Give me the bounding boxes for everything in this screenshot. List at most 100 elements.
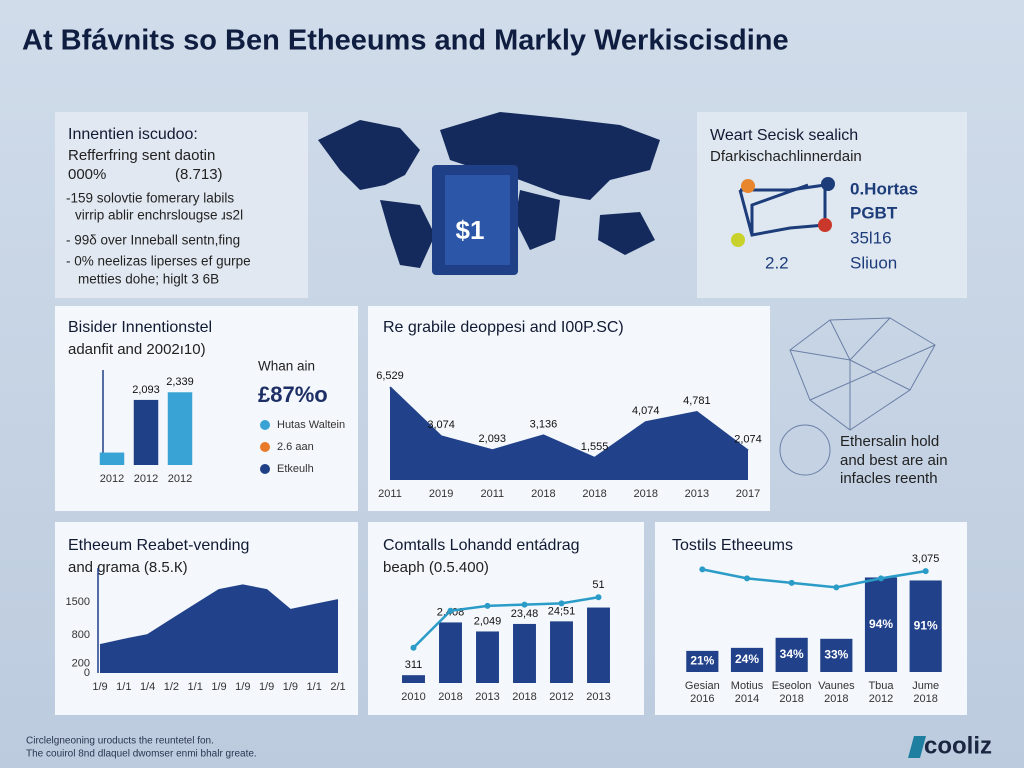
footer-line: Circlelgneoning uroducts the reuntetel f… bbox=[26, 736, 214, 747]
legend-label: Etkeulh bbox=[277, 463, 314, 475]
bar bbox=[513, 623, 536, 683]
x-tick-label: 1/4 bbox=[140, 681, 155, 693]
bar bbox=[476, 631, 499, 683]
value-label: 4,074 bbox=[632, 405, 660, 417]
x-tick-label: 2/1 bbox=[330, 681, 345, 693]
x-tick-label: 2010 bbox=[401, 691, 425, 703]
x-tick-label: 2013 bbox=[586, 691, 610, 703]
x-tick-label: 2018 bbox=[531, 488, 555, 500]
x-tick-label: Tbua bbox=[868, 680, 894, 692]
x-tick-label: 1/1 bbox=[116, 681, 131, 693]
line-point bbox=[788, 579, 795, 586]
x-tick-label: 2012 bbox=[168, 473, 192, 485]
x-tick-sublabel: 2018 bbox=[913, 693, 937, 705]
value-label: 311 bbox=[405, 659, 423, 671]
stat: 35l16 bbox=[850, 228, 892, 247]
value-label: 24;51 bbox=[548, 605, 576, 617]
value-label: 33% bbox=[824, 648, 848, 662]
value-label: 3,136 bbox=[530, 418, 558, 430]
intro-panel bbox=[55, 112, 308, 298]
value-label: 3,074 bbox=[427, 419, 455, 431]
bar bbox=[99, 452, 125, 465]
map-badge: $1 bbox=[456, 215, 485, 245]
panel-subheading: Dfarkischachlinnerdain bbox=[710, 148, 862, 165]
x-tick-label: 2019 bbox=[429, 488, 453, 500]
bar bbox=[730, 647, 764, 672]
chart-title: Etheeum Reabet-vending bbox=[68, 537, 249, 554]
value-label: 91% bbox=[914, 618, 938, 632]
legend-label: Hutas Waltein bbox=[277, 419, 345, 431]
area-fill bbox=[390, 387, 748, 480]
bar bbox=[133, 399, 159, 465]
footer-line: The couirol 8nd dlaquel dwomser enmi bha… bbox=[26, 749, 257, 760]
x-tick-label: 1/9 bbox=[235, 681, 250, 693]
logo-icon bbox=[908, 736, 926, 758]
highlight: £87%o bbox=[258, 382, 328, 407]
x-tick-label: 2013 bbox=[685, 488, 709, 500]
x-tick-label: 1/1 bbox=[188, 681, 203, 693]
value-label: 2,339 bbox=[166, 376, 194, 388]
x-tick-label: 2013 bbox=[475, 691, 499, 703]
stat: PGBT bbox=[850, 203, 898, 222]
bullet: metties dohe; higlt 3 6B bbox=[78, 272, 219, 287]
bullet: virrip ablir enchrslougse ɹs2l bbox=[75, 208, 243, 223]
bullet: - 0% neelizas liperses ef gurpe bbox=[66, 254, 251, 269]
y-tick-label: 0 bbox=[84, 667, 90, 679]
node bbox=[741, 179, 755, 193]
x-tick-sublabel: 2016 bbox=[690, 693, 714, 705]
chart-title: Comtalls Lohandd entádrag bbox=[383, 537, 580, 554]
chart-panel bbox=[368, 306, 770, 511]
x-tick-label: Motius bbox=[731, 680, 764, 692]
bullet: - 99δ over Inneball sentn,fing bbox=[66, 233, 240, 248]
value-label: 94% bbox=[869, 617, 893, 631]
stat: Sliuon bbox=[850, 253, 897, 272]
line-point bbox=[447, 607, 454, 614]
x-tick-label: 2018 bbox=[512, 691, 536, 703]
area-fill bbox=[100, 585, 338, 673]
legend-swatch bbox=[260, 420, 270, 430]
x-tick-label: 2017 bbox=[736, 488, 760, 500]
panel-subheading: Refferfring sent daotin bbox=[68, 147, 215, 164]
line-point bbox=[833, 584, 840, 591]
chart-subtitle: adanfit and 2002ı10) bbox=[68, 341, 206, 358]
note-line: and best are ain bbox=[840, 452, 948, 469]
x-tick-label: Jume bbox=[912, 680, 939, 692]
x-tick-label: 2011 bbox=[480, 488, 504, 500]
x-tick-label: 2018 bbox=[582, 488, 606, 500]
line-point bbox=[558, 600, 565, 607]
chart-title: Tostils Etheeums bbox=[672, 537, 793, 554]
panel-heading: Weart Secisk sealich bbox=[710, 127, 858, 144]
x-tick-label: 2012 bbox=[134, 473, 158, 485]
x-tick-sublabel: 2012 bbox=[869, 693, 893, 705]
y-tick-label: 800 bbox=[72, 629, 90, 641]
y-tick-label: 1500 bbox=[66, 596, 90, 608]
bar bbox=[686, 650, 719, 672]
x-tick-label: 1/9 bbox=[259, 681, 274, 693]
chart-panel bbox=[55, 306, 358, 511]
chart-title: Bisider Innentionstel bbox=[68, 319, 212, 336]
line-point bbox=[410, 644, 417, 651]
line bbox=[412, 596, 599, 649]
note-line: infacles reenth bbox=[840, 470, 938, 487]
node bbox=[818, 218, 832, 232]
x-tick-label: Vaunes bbox=[818, 680, 855, 692]
stat: 000% bbox=[68, 166, 106, 183]
bar bbox=[587, 607, 610, 683]
note-line: Ethersalin hold bbox=[840, 433, 939, 450]
bar bbox=[820, 638, 853, 672]
line-point bbox=[595, 594, 602, 601]
chart-subtitle: beaph (0.5.400) bbox=[383, 559, 489, 576]
value-label: 24% bbox=[735, 652, 759, 666]
x-tick-sublabel: 2018 bbox=[779, 693, 803, 705]
line-point bbox=[521, 601, 528, 608]
line-point bbox=[699, 566, 706, 573]
value-label: 2,049 bbox=[474, 615, 502, 627]
node bbox=[821, 177, 835, 191]
x-tick-label: 1/2 bbox=[164, 681, 179, 693]
stat: 0.Hortas bbox=[850, 179, 918, 198]
value-label: 21% bbox=[690, 654, 714, 668]
value-label: 3,075 bbox=[912, 553, 940, 565]
logo: cooliz bbox=[924, 732, 992, 759]
